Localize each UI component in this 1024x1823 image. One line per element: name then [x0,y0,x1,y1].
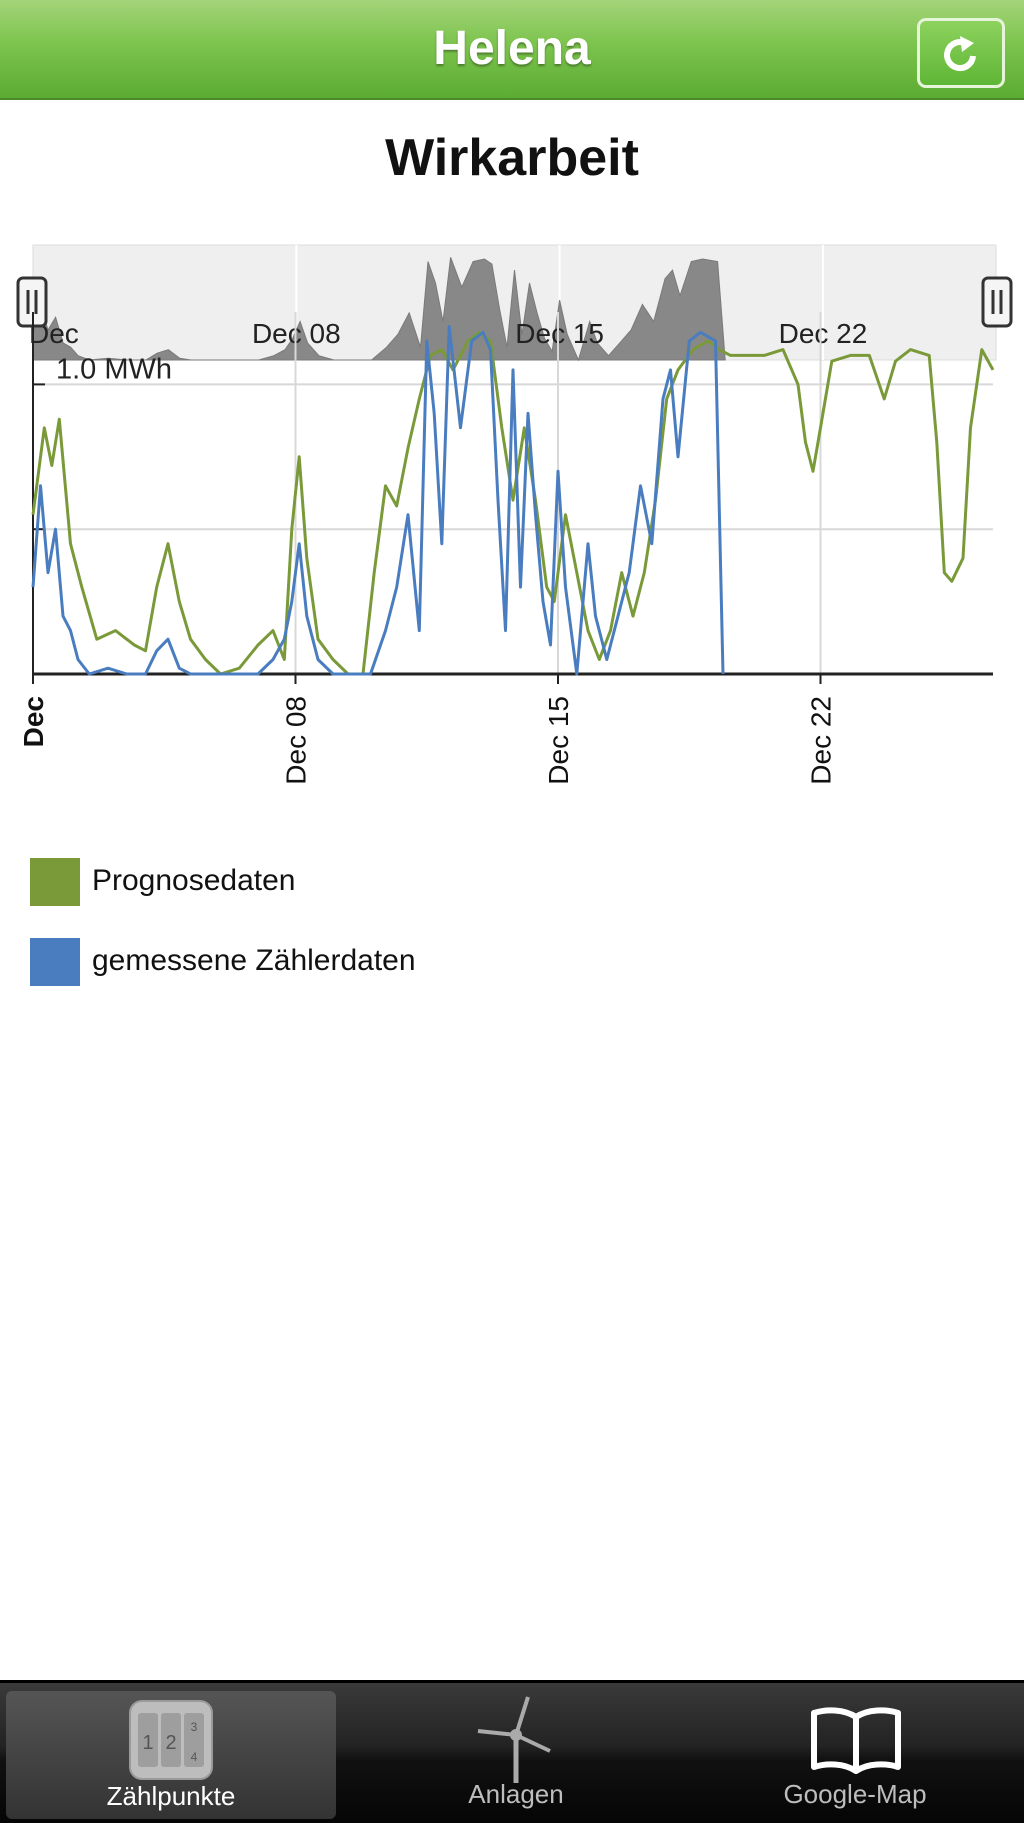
refresh-icon [944,36,976,72]
x-tick-label: Dec [18,696,49,747]
main-plot: 1.0 MWh Dec Dec 08 Dec 15 Dec 22 [18,312,995,785]
range-navigator[interactable]: Dec Dec 08 Dec 15 Dec 22 [16,244,1013,362]
x-tick-label: Dec 08 [281,696,312,785]
app-title: Helena [433,22,591,75]
chart-title: Wirkarbeit [385,129,639,187]
energy-chart: Dec Dec 08 Dec 15 Dec 22 1.0 MWh Dec Dec 08 De… [16,244,1013,785]
legend-swatch-gemessen [30,938,80,986]
navigator-handle-right[interactable] [981,276,1013,328]
handle-body [981,276,1013,328]
open-book-icon [811,1707,901,1774]
series-line-prognose [31,330,995,676]
tab-label-anlagen: Anlagen [468,1779,564,1809]
refresh-button[interactable] [917,18,1005,88]
tab-anlagen[interactable]: Anlagen [366,1691,666,1819]
x-tick-label: Dec 22 [806,696,837,785]
svg-text:4: 4 [191,1750,198,1764]
navigator-tick-label: Dec 15 [515,318,604,349]
navigator-tick-label: Dec 22 [779,318,868,349]
header-bar: Helena [0,0,1024,100]
tab-label-google-map: Google-Map [783,1779,927,1809]
tab-google-map[interactable]: Google-Map [700,1691,1010,1819]
series-line-gemessen [31,325,725,676]
tab-label-zaehlpunkte: Zählpunkte [106,1781,236,1811]
y-tick-label: 1.0 MWh [56,353,172,385]
bottom-tab-bar: 1 2 3 4 Zählpunkte Anlagen Google-Map [0,1680,1024,1823]
svg-text:3: 3 [191,1720,198,1734]
svg-text:1: 1 [142,1732,153,1754]
legend-label-gemessen: gemessene Zählerdaten [92,944,416,977]
tab-zaehlpunkte[interactable]: 1 2 3 4 Zählpunkte [6,1691,336,1819]
counter-icon: 1 2 3 4 [129,1700,213,1780]
svg-text:2: 2 [165,1732,176,1754]
legend-label-prognose: Prognosedaten [92,864,296,897]
legend-swatch-prognose [30,858,80,906]
x-tick-label: Dec 15 [543,696,574,785]
navigator-area-gemessen [32,257,726,362]
wind-turbine-icon [477,1696,551,1783]
